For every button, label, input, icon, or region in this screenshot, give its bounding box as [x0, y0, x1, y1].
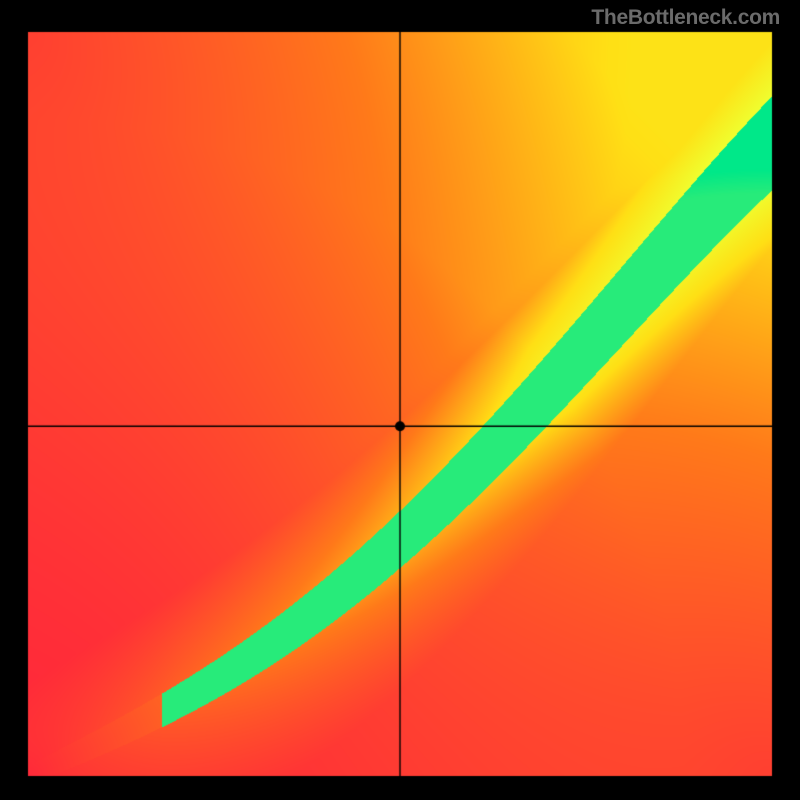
chart-container: TheBottleneck.com [0, 0, 800, 800]
bottleneck-heatmap [0, 0, 800, 800]
watermark-text: TheBottleneck.com [591, 6, 780, 30]
